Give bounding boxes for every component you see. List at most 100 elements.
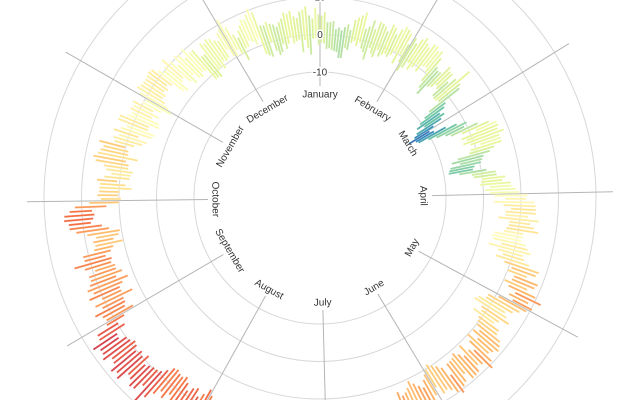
temperature-bar-day-291 [112,135,143,147]
temperature-bar-day-58 [415,117,442,136]
temperature-bar-day-246 [94,299,126,318]
grid-circle-20 [81,0,559,400]
temperature-bar-day-258 [73,256,113,270]
temperature-bar-day-45 [426,71,442,88]
temperature-bar-day-120 [511,298,533,312]
temperature-bar-day-365 [317,14,320,46]
temperature-bar-day-296 [117,117,149,132]
temperature-bar-day-79 [449,160,482,171]
temperature-bar-day-221 [168,375,184,396]
temperature-bar-day-33 [400,42,418,69]
temperature-bar-day-73 [479,136,502,146]
temperature-bar-day-299 [131,111,160,127]
month-label-october: October [209,181,220,217]
temperature-bar-day-336 [223,26,239,51]
temperature-bar-day-339 [236,29,248,50]
temperature-bar-day-248 [94,287,133,309]
temperature-bar-day-134 [476,337,494,353]
temperature-bar-day-281 [110,172,131,178]
temperature-bar-day-352 [277,21,285,45]
spoke-august [207,295,266,400]
temperature-bar-day-32 [395,37,418,72]
temperature-bar-day-274 [100,197,122,201]
temperature-bar-day-357 [291,15,299,42]
temperature-bar-day-152 [423,373,438,396]
temperature-bar-day-119 [508,292,529,305]
temperature-bar-day-304 [145,99,173,116]
temperature-bar-day-250 [88,285,121,302]
temperature-bar-day-292 [118,133,148,145]
temperature-bar-day-362 [307,15,313,56]
temperature-bar-day-343 [244,14,259,46]
temperature-bar-day-330 [207,38,226,63]
temperature-bar-day-17 [361,25,372,53]
temperature-bar-day-310 [146,74,169,92]
temperature-bar-day-151 [424,369,438,388]
temperature-bar-day-340 [237,24,251,48]
temperature-bar-day-219 [167,382,190,400]
temperature-bar-day-241 [98,322,126,342]
temperature-bar-day-249 [101,289,123,301]
temperature-bar-day-316 [161,58,185,80]
radial-axis-tick-labels: 10 0 -10 [311,0,329,80]
temperature-bar-day-337 [231,33,245,55]
temperature-bar-day-306 [136,85,166,105]
temperature-bar-day-271 [69,209,93,214]
temperature-bar-day-335 [215,18,240,58]
temperature-bar-day-78 [459,157,483,166]
temperature-bar-day-238 [102,336,128,356]
temperature-bar-day-7 [335,27,341,53]
temperature-bar-day-360 [300,9,307,41]
temperature-bar-day-347 [261,24,275,58]
temperature-bar-day-348 [263,21,273,44]
temperature-bar-day-354 [281,12,291,45]
month-label-august: August [253,277,286,302]
spoke-july [322,309,326,400]
month-label-february: February [352,94,392,124]
temperature-bar-day-51 [434,70,471,102]
temperature-bar-day-290 [114,139,135,148]
temperature-bar-day-132 [478,329,501,348]
temperature-bar-day-102 [503,229,524,236]
temperature-bar-day-22 [376,25,388,51]
temperature-bar-day-353 [279,18,289,50]
temperature-bar-day-24 [379,24,396,56]
temperature-bar-day-111 [503,260,540,275]
spoke-february [376,0,438,102]
temperature-bar-day-84 [473,173,498,179]
temperature-bar-day-68 [475,120,498,132]
temperature-bar-day-52 [437,82,461,103]
temperature-bar-day-67 [461,120,490,135]
temperature-bar-day-263 [92,237,114,244]
temperature-bar-day-364 [313,7,318,39]
temperature-bar-day-295 [126,124,156,138]
temperature-bar-day-285 [92,154,127,163]
temperature-bar-day-323 [188,51,207,72]
temperature-bar-day-229 [128,364,151,388]
temperature-bar-day-231 [127,354,150,376]
temperature-bar-day-326 [202,53,224,78]
temperature-bar-day-121 [497,295,527,313]
temperature-bar-day-71 [462,128,505,146]
month-label-april: April [417,186,428,206]
temperature-bar-day-63 [427,123,458,141]
temperature-bar-day-293 [113,127,140,139]
temperature-bar-day-13 [353,16,361,42]
temperature-bar-day-272 [74,205,107,209]
tick-label-0: 0 [317,30,323,41]
month-label-september: September [212,227,247,275]
temperature-bar-day-237 [102,338,132,361]
temperature-bar-day-91 [494,194,528,197]
temperature-bar-day-216 [177,387,200,400]
temperature-bar-day-38 [414,43,437,73]
spoke-november [65,51,224,143]
temperature-bar-day-56 [416,112,441,131]
tick-label-minus10: -10 [313,68,328,79]
temperature-bar-day-149 [429,364,449,391]
temperature-bar-day-97 [505,213,529,219]
temperature-bar-day-346 [258,24,272,57]
temperature-bar-day-1 [320,15,323,43]
temperature-bar-day-5 [330,20,335,51]
temperature-bar-day-106 [500,242,529,252]
temperature-bar-day-141 [457,353,478,377]
